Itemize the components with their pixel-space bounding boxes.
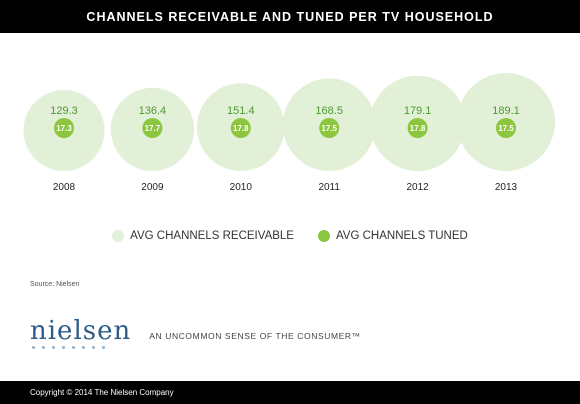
legend-item-tuned: AVG CHANNELS TUNED [317,230,468,242]
x-tick-label-2012: 2012 [406,182,429,193]
bubble-tuned-2010 [230,118,251,138]
label-receivable-2011: 168.5 [315,105,343,117]
x-tick-label-2008: 2008 [53,182,76,193]
bubble-tuned-2012 [407,118,428,138]
footer-bar: Copyright © 2014 The Nielsen Company [0,381,580,404]
label-tuned-2009: 17.7 [145,124,161,133]
x-tick-label-2009: 2009 [141,182,164,193]
label-receivable-2008: 129.3 [50,105,78,117]
label-tuned-2011: 17.5 [321,124,337,133]
bubble-tuned-2009 [142,118,163,138]
legend-swatch-receivable [112,230,125,242]
label-receivable-2010: 151.4 [227,105,255,117]
bubble-tuned-2011 [319,118,340,138]
label-tuned-2008: 17.3 [56,124,72,133]
logo-wordmark: nielsen [30,316,132,346]
source-note: Source: Nielsen [30,281,80,288]
label-tuned-2010: 17.8 [233,124,249,133]
x-tick-label-2013: 2013 [495,182,518,193]
label-receivable-2012: 179.1 [404,105,432,117]
nielsen-logo: nielsen [30,318,131,349]
bubble-tuned-2013 [496,118,516,138]
label-receivable-2013: 189.1 [492,105,520,117]
bubble-tuned-2008 [54,118,74,138]
x-tick-label-2010: 2010 [230,182,253,193]
legend-label-receivable: AVG CHANNELS RECEIVABLE [130,230,294,242]
label-tuned-2013: 17.5 [498,124,514,133]
chart-title: CHANNELS RECEIVABLE AND TUNED PER TV HOU… [86,9,494,24]
bubble-chart: 129.3 17.3 2008 136.4 17.7 2009 151.4 17.8 2010 1… [23,73,555,193]
legend-item-receivable: AVG CHANNELS RECEIVABLE [112,230,294,242]
chart-legend: AVG CHANNELS RECEIVABLE AVG CHANNELS TUN… [0,230,580,242]
label-tuned-2012: 17.8 [410,124,426,133]
brand-tagline: AN UNCOMMON SENSE OF THE CONSUMER™ [149,331,361,341]
legend-label-tuned: AVG CHANNELS TUNED [335,230,468,242]
copyright-text: Copyright © 2014 The Nielsen Company [30,388,174,397]
legend-swatch-tuned [317,230,330,242]
chart-title-bar: CHANNELS RECEIVABLE AND TUNED PER TV HOU… [0,0,580,33]
logo-dots [32,346,112,349]
x-tick-label-2011: 2011 [318,182,340,193]
brand-block: nielsen AN UNCOMMON SENSE OF THE CONSUME… [30,318,361,349]
label-receivable-2009: 136.4 [139,105,167,117]
